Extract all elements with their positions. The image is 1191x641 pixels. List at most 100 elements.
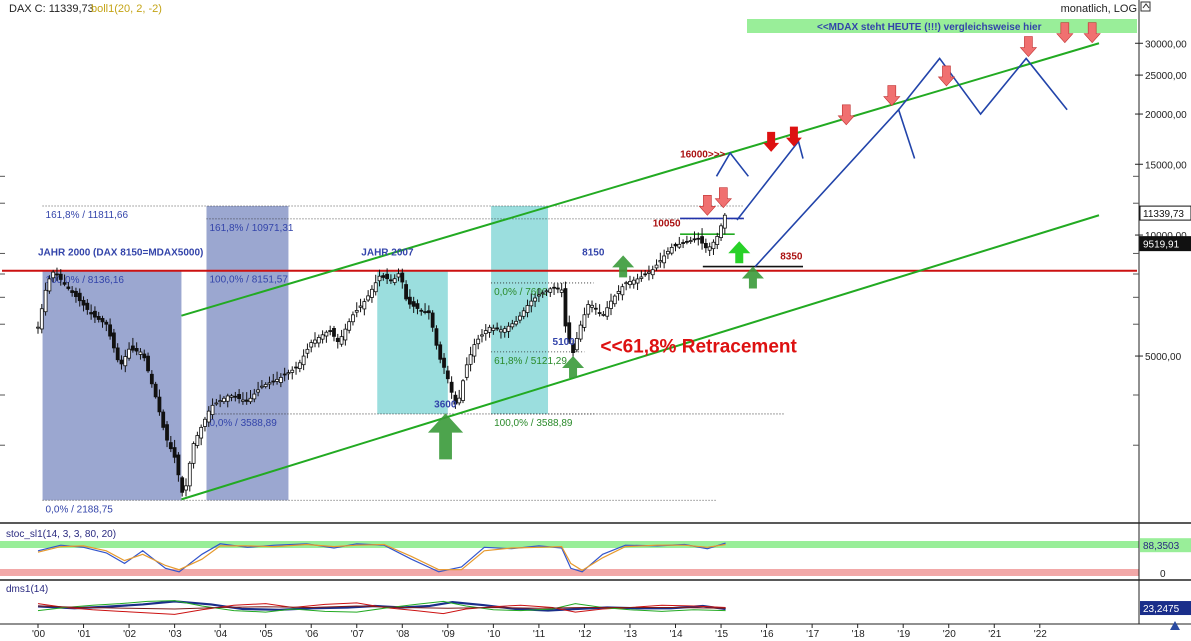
candle-body: [206, 410, 211, 423]
expand-icon[interactable]: [1170, 621, 1180, 630]
settings-icon[interactable]: [1140, 1, 1151, 12]
fibonacci-label: 0,0% / 3588,89: [209, 418, 277, 429]
price-tag: 9519,91: [1139, 236, 1191, 252]
down-arrow-icon: [1056, 22, 1074, 44]
candle-body: [343, 328, 348, 341]
candle-body: [62, 282, 67, 285]
stoch-value-box: [1140, 538, 1191, 553]
candle-body: [692, 238, 697, 241]
candle-body: [548, 288, 553, 293]
candle-body: [472, 344, 477, 357]
candle-body: [567, 322, 572, 343]
chart-annotation: 5100: [553, 337, 576, 348]
candle-body: [43, 289, 48, 313]
candle-body: [650, 269, 655, 276]
candle-body: [707, 246, 712, 251]
candle-body: [66, 286, 71, 289]
x-tick-label: '07: [351, 629, 364, 640]
y-tick-label: 25000,00: [1145, 71, 1187, 82]
candle-body: [563, 288, 568, 327]
candle-body: [168, 442, 173, 450]
candle-body: [518, 315, 522, 321]
main-price-panel: <<MDAX steht HEUTE (!!!) vergleichsweise…: [2, 19, 1137, 515]
up-arrow-icon: [612, 255, 635, 278]
candle-body: [282, 373, 287, 376]
candle-body: [620, 286, 625, 296]
stoch-band: [0, 569, 1139, 576]
candle-body: [305, 348, 310, 354]
up-arrow-icon: [562, 356, 585, 379]
candle-body: [389, 279, 393, 282]
candle-body: [108, 324, 112, 337]
candle-body: [449, 381, 454, 393]
candle-body: [74, 290, 78, 297]
stoch-line: [37, 542, 726, 573]
projection-path: [898, 57, 1068, 116]
candle-body: [58, 273, 63, 280]
candle-body: [571, 343, 575, 353]
candle-body: [36, 326, 40, 329]
shaded-zone: [206, 205, 289, 501]
x-tick-label: '22: [1034, 629, 1047, 640]
x-tick-label: '18: [852, 629, 865, 640]
candle-body: [430, 312, 435, 328]
down-arrow-icon: [714, 187, 732, 209]
price-tag-label: 9519,91: [1143, 240, 1180, 251]
candle-body: [616, 290, 621, 294]
candle-body: [385, 273, 390, 280]
candle-body: [149, 373, 154, 385]
candle-body: [681, 242, 686, 244]
candle-body: [142, 353, 147, 359]
candle-body: [559, 289, 564, 293]
candle-body: [77, 292, 82, 302]
candle-body: [423, 311, 427, 313]
candle-body: [457, 397, 462, 404]
dms-value-box: [1140, 601, 1191, 616]
fibonacci-label: 100,0% / 3588,89: [494, 418, 573, 429]
candle-body: [55, 273, 59, 276]
candle-body: [172, 447, 177, 458]
fibonacci-label: 100,0% / 8136,16: [46, 275, 125, 286]
candle-body: [237, 394, 242, 400]
candle-body: [635, 278, 640, 284]
stoch-zero-label: 0: [1160, 569, 1166, 580]
candle-body: [605, 307, 610, 317]
candle-body: [358, 305, 363, 308]
candle-body: [222, 397, 226, 403]
candle-body: [400, 272, 405, 283]
candle-body: [278, 377, 283, 383]
candle-body: [483, 330, 488, 335]
candle-body: [199, 426, 204, 439]
up-arrow-icon: [728, 241, 751, 264]
candle-body: [609, 300, 613, 309]
candle-body: [324, 331, 329, 337]
candle-body: [313, 339, 317, 344]
y-tick-label: 30000,00: [1145, 39, 1187, 50]
price-tag-box: [1139, 205, 1191, 221]
down-arrow-icon: [1019, 36, 1038, 58]
candle-body: [684, 240, 689, 243]
candle-body: [445, 370, 450, 380]
x-tick-label: '19: [897, 629, 910, 640]
x-tick-label: '00: [32, 629, 45, 640]
symbol-label: DAX C: 11339,73: [9, 3, 94, 15]
candle-body: [263, 384, 268, 387]
candle-body: [248, 397, 253, 403]
candle-body: [362, 301, 367, 310]
candle-body: [297, 362, 302, 369]
candle-body: [93, 310, 97, 318]
dms-panel-label: dms1(14): [6, 584, 48, 595]
candle-body: [373, 282, 378, 293]
candle-body: [187, 462, 192, 487]
timeframe-label: monatlich, LOG: [1061, 3, 1137, 15]
candle-body: [453, 394, 458, 405]
shaded-zone: [42, 270, 182, 501]
price-tag: 11339,73: [1139, 205, 1191, 221]
candle-body: [525, 305, 530, 313]
candle-body: [677, 243, 682, 248]
dms-value-label: 23,2475: [1143, 604, 1180, 615]
candle-body: [404, 284, 408, 300]
candle-body: [214, 402, 219, 405]
x-tick-label: '03: [169, 629, 182, 640]
